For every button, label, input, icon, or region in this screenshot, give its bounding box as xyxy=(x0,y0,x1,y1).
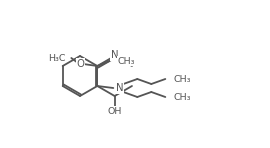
Text: N: N xyxy=(111,50,119,60)
Text: H₃C: H₃C xyxy=(48,53,65,62)
Text: O: O xyxy=(76,59,84,69)
Text: CH₃: CH₃ xyxy=(173,74,191,83)
Text: CH₃: CH₃ xyxy=(173,92,191,102)
Text: OH: OH xyxy=(107,107,122,115)
Text: CH₃: CH₃ xyxy=(117,57,135,66)
Text: N: N xyxy=(116,83,123,93)
